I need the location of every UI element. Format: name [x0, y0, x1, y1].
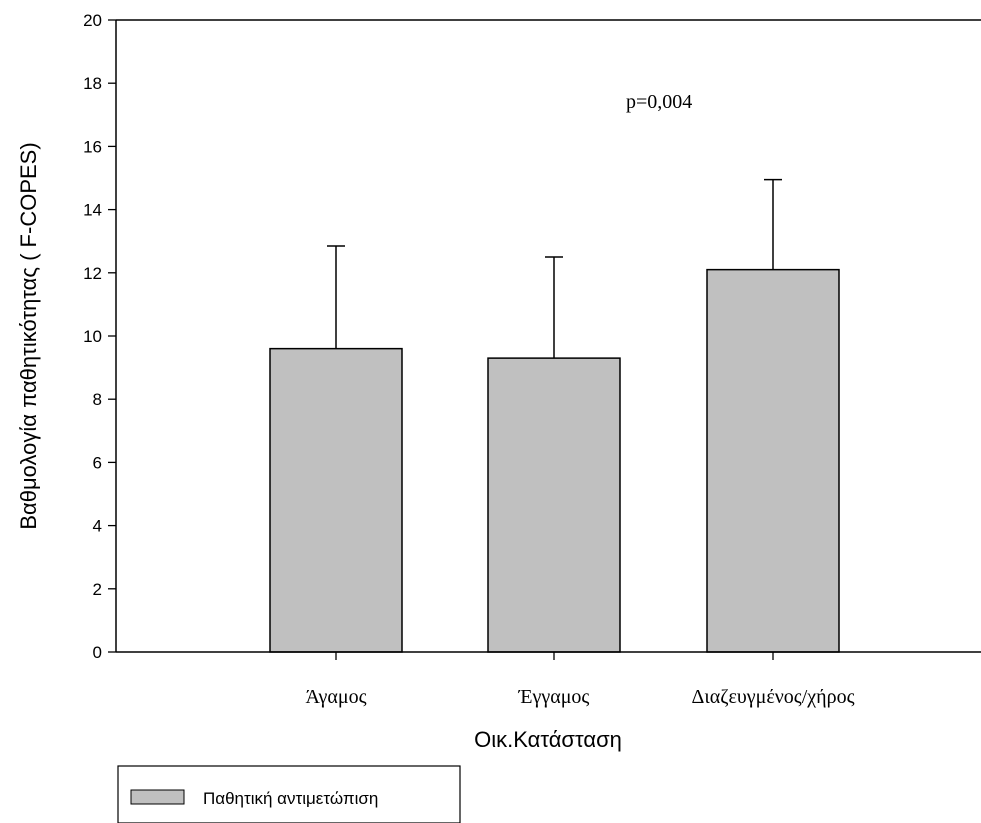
bar — [706, 268, 840, 653]
y-axis-ticks: 0 2 4 6 8 10 12 14 16 18 20 — [83, 11, 116, 662]
x-axis-ticks: Άγαμος Έγγαμος Διαζευγμένος/χήρος — [305, 652, 855, 708]
bars-group — [269, 268, 840, 653]
y-tick-label: 14 — [83, 201, 102, 220]
y-tick-label: 16 — [83, 137, 102, 156]
y-tick-label: 20 — [83, 11, 102, 30]
y-tick-label: 4 — [93, 517, 102, 536]
legend: Παθητική αντιμετώπιση — [117, 765, 461, 823]
y-tick-label: 12 — [83, 264, 102, 283]
y-tick-label: 2 — [93, 580, 102, 599]
y-tick-label: 10 — [83, 327, 102, 346]
p-value-annotation: p=0,004 — [626, 91, 692, 113]
y-tick-label: 0 — [93, 643, 102, 662]
legend-swatch — [130, 789, 185, 805]
legend-label: Παθητική αντιμετώπιση — [203, 789, 378, 808]
bar — [487, 357, 621, 653]
x-tick-label: Έγγαμος — [518, 686, 590, 708]
x-tick-label: Διαζευγμένος/χήρος — [691, 686, 854, 708]
x-tick-label: Άγαμος — [305, 686, 366, 708]
y-tick-label: 8 — [93, 390, 102, 409]
bar — [269, 347, 403, 653]
y-tick-label: 18 — [83, 74, 102, 93]
y-tick-label: 6 — [93, 453, 102, 472]
x-axis-title: Οικ.Κατάσταση — [474, 727, 622, 752]
y-axis-title: Βαθμολογία παθητικότητας ( F-COPES) — [16, 142, 41, 529]
error-bars-group — [327, 178, 782, 359]
